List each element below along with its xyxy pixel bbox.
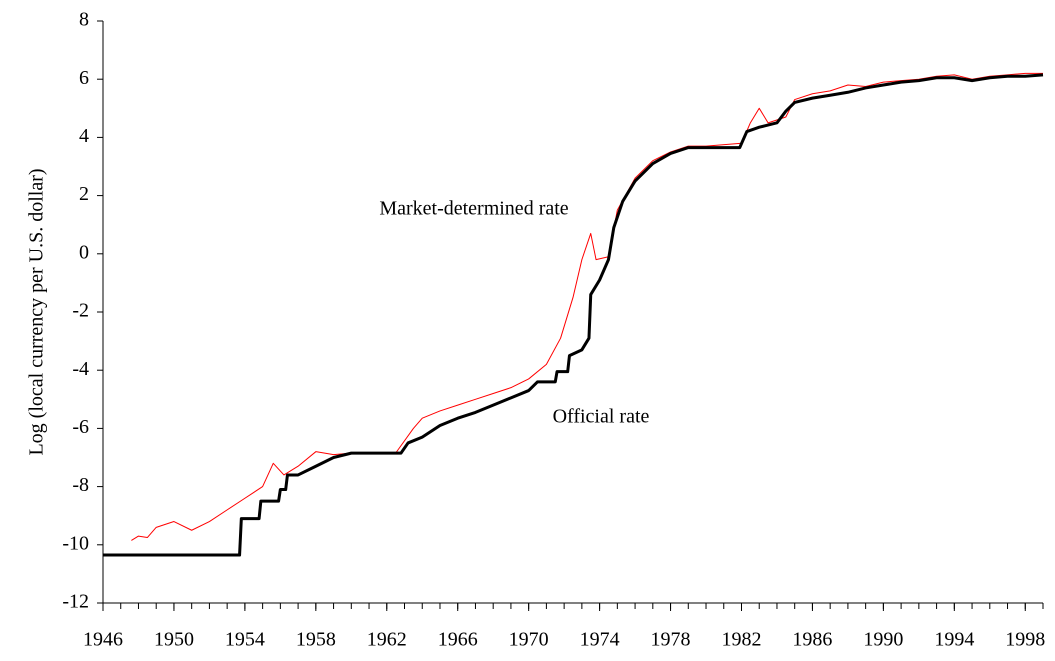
y-axis-label: Log (local currency per U.S. dollar) — [26, 168, 48, 455]
x-tick-label: 1970 — [509, 629, 549, 651]
annotation: Market-determined rate — [379, 198, 568, 220]
x-tick-label: 1966 — [438, 629, 478, 651]
x-tick-label: 1958 — [296, 629, 336, 651]
y-tick-label: -4 — [72, 358, 89, 380]
y-tick-label: 6 — [79, 67, 89, 89]
annotation: Official rate — [553, 406, 650, 428]
x-tick-label: 1974 — [580, 629, 620, 651]
x-tick-label: 1994 — [934, 629, 974, 651]
x-tick-label: 1982 — [721, 629, 761, 651]
series-line — [131, 72, 1043, 541]
x-tick-label: 1954 — [225, 629, 265, 651]
x-tick-label: 1978 — [651, 629, 691, 651]
x-tick-label: 1950 — [154, 629, 194, 651]
x-tick-label: 1990 — [863, 629, 903, 651]
y-tick-label: -6 — [72, 416, 89, 438]
y-tick-label: -8 — [72, 474, 89, 496]
x-tick-label: 1946 — [83, 629, 123, 651]
y-tick-label: 0 — [79, 241, 89, 263]
x-tick-label: 1962 — [367, 629, 407, 651]
y-tick-label: -2 — [72, 300, 89, 322]
x-tick-label: 1986 — [792, 629, 832, 651]
y-tick-label: 2 — [79, 183, 89, 205]
y-tick-label: 8 — [79, 9, 89, 31]
y-tick-label: 4 — [79, 125, 89, 147]
y-tick-label: -10 — [62, 532, 89, 554]
y-tick-label: -12 — [62, 591, 89, 613]
series-line — [103, 73, 1044, 557]
x-tick-label: 1998 — [1005, 629, 1045, 651]
